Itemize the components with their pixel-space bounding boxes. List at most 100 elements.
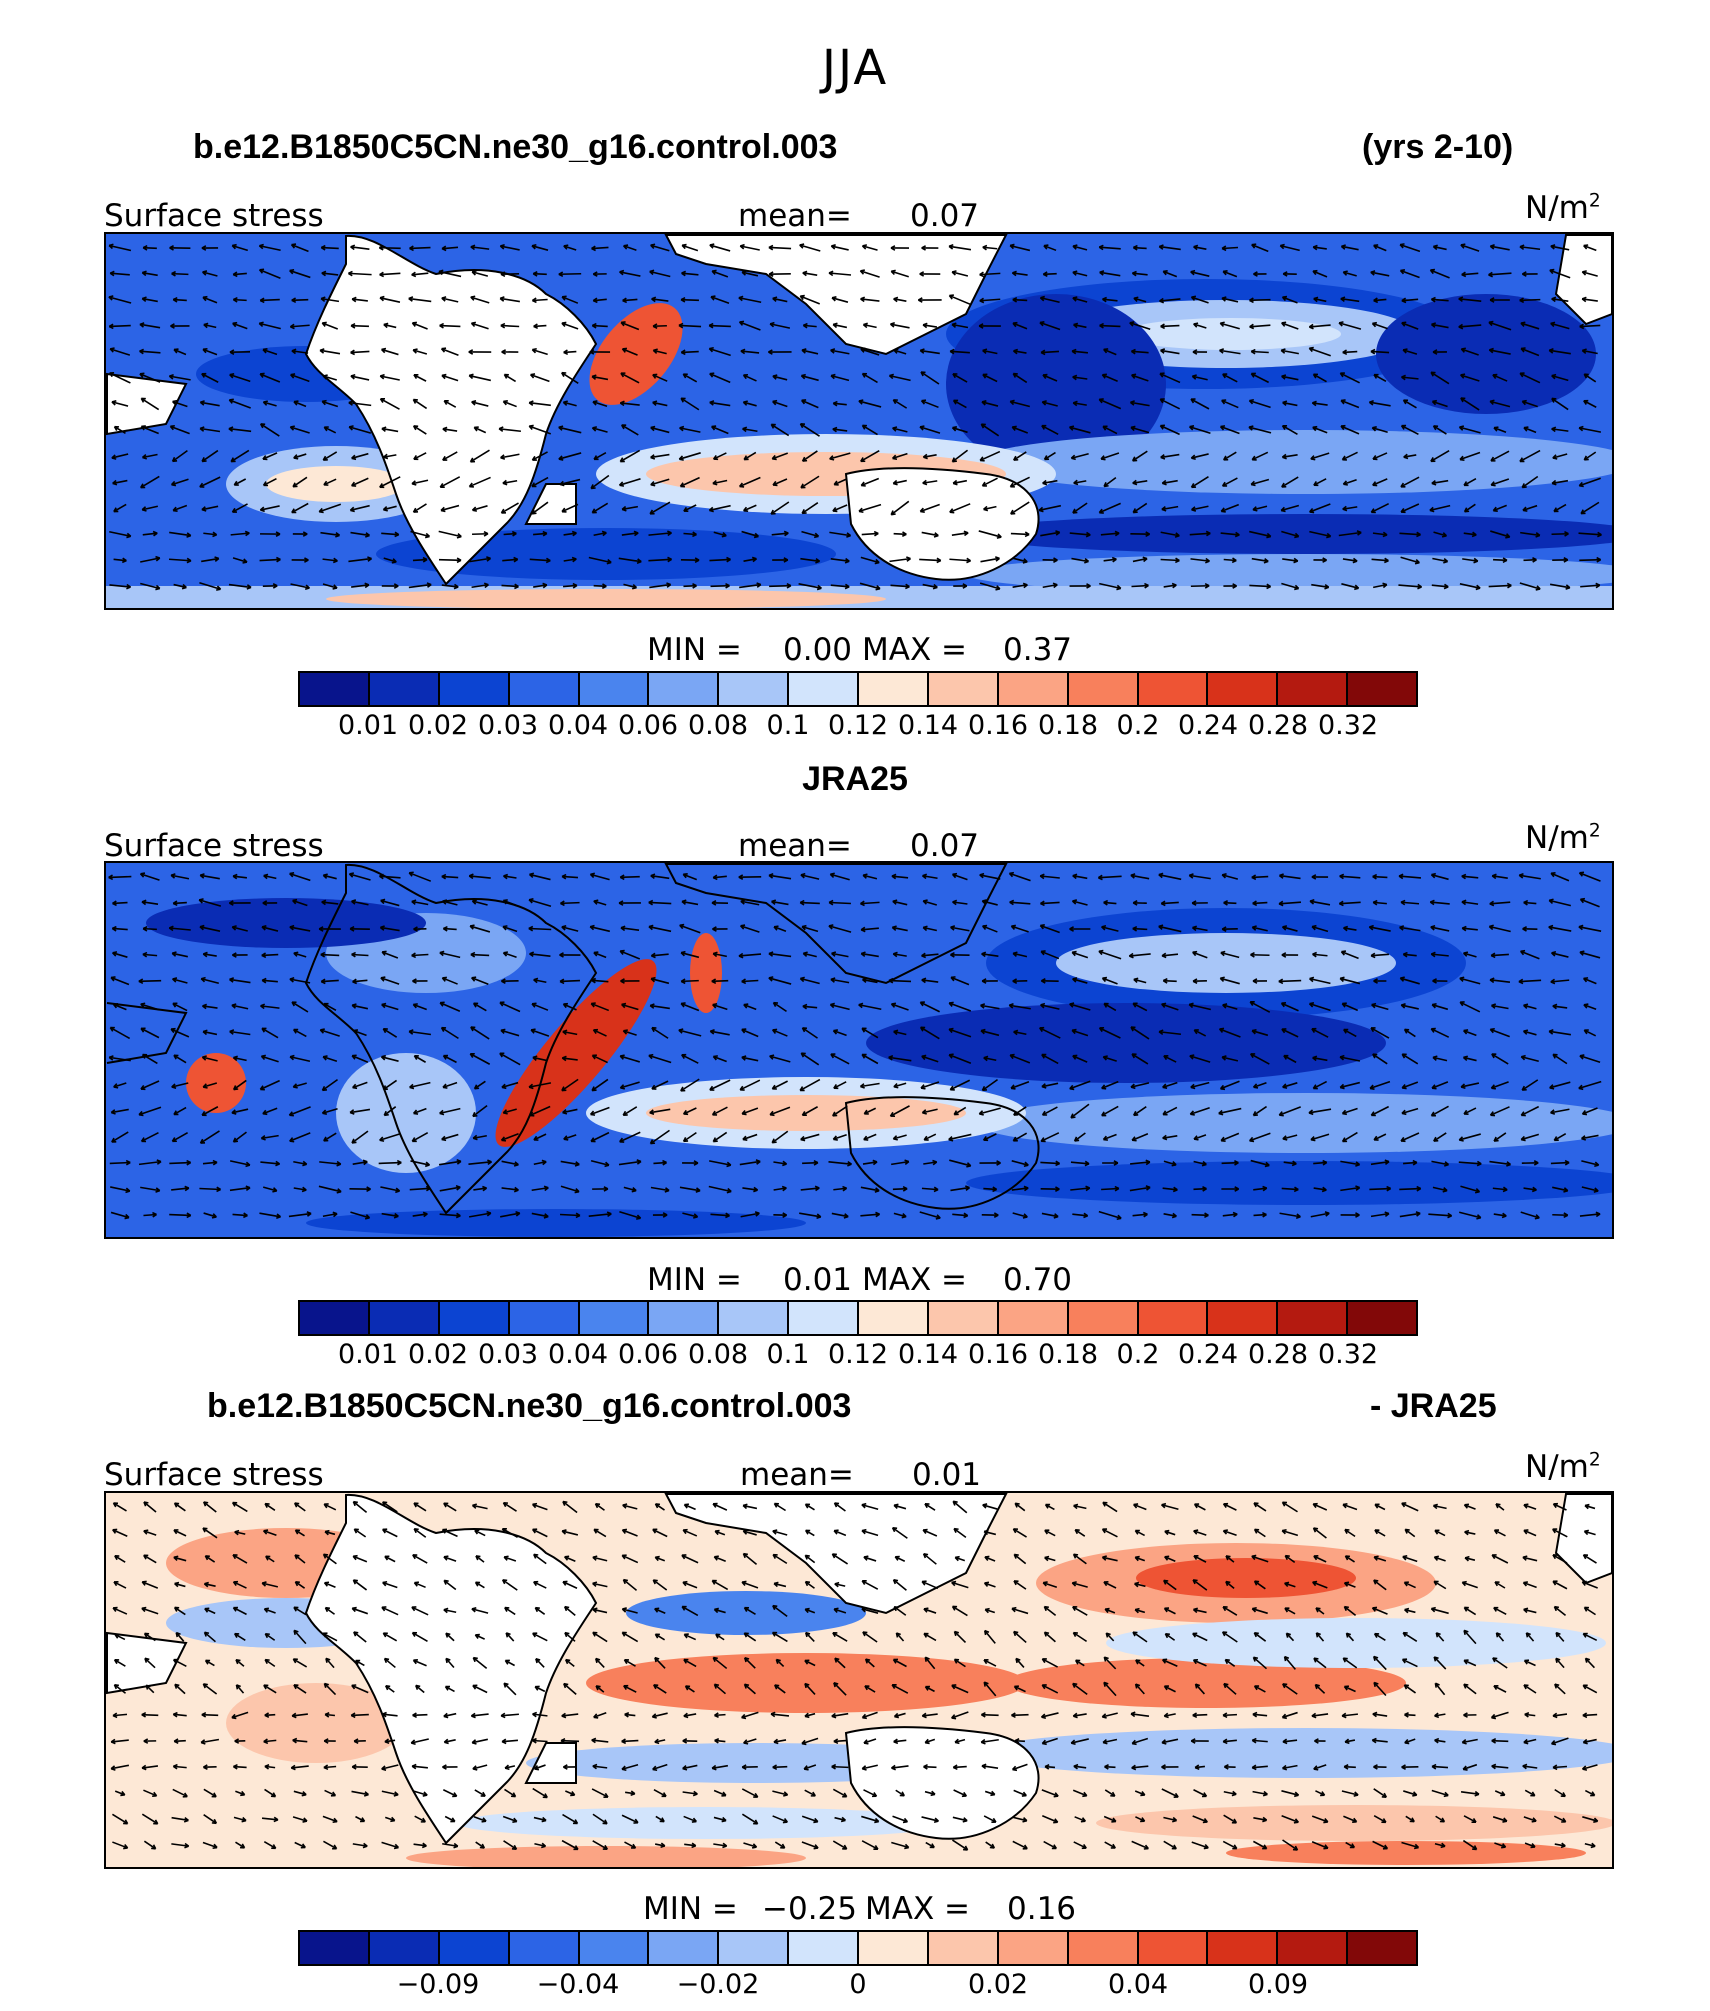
colorbar-box — [928, 1932, 999, 1964]
colorbar-tick-label: 0.1 — [766, 710, 810, 741]
panel3-mean-value: 0.01 — [912, 1457, 982, 1493]
panel1-mean-label: mean= — [738, 198, 852, 234]
panel2-mean-label: mean= — [738, 828, 852, 864]
colorbar-tick-label: 0.08 — [687, 710, 749, 741]
panel1-colorbar — [298, 671, 1418, 707]
colorbar-tick-label: 0.24 — [1177, 710, 1239, 741]
colorbar-tick-label: 0.32 — [1317, 1339, 1379, 1370]
colorbar-tick-label: 0.08 — [687, 1339, 749, 1370]
colorbar-tick-label: 0.16 — [967, 1339, 1029, 1370]
colorbar-box — [1208, 1932, 1279, 1964]
panel1-colorbar-ticks: 0.01 0.02 0.03 0.04 0.06 0.08 0.1 0.12 0.14 0.16 0… — [298, 710, 1418, 744]
colorbar-tick-label: 0.18 — [1037, 1339, 1099, 1370]
colorbar-box — [1348, 1932, 1416, 1964]
colorbar-box — [859, 1932, 929, 1964]
panel1-max-label: MAX = — [862, 632, 968, 668]
season-title: JJA — [821, 40, 889, 96]
panel2-min-value: 0.01 — [783, 1262, 853, 1298]
colorbar-tick-label: 0.03 — [477, 710, 539, 741]
panel2-map — [104, 861, 1614, 1239]
vector-arrows — [108, 243, 1602, 591]
panel1-units: N/m2 — [1525, 190, 1601, 226]
colorbar-tick-label: 0.1 — [766, 1339, 810, 1370]
panel3-colorbar-ticks: −0.09 −0.04 −0.02 0 0.02 0.04 0.09 — [298, 1969, 1418, 2003]
panel1-map — [104, 232, 1614, 610]
colorbar-box — [789, 1932, 859, 1964]
colorbar-box — [789, 1302, 859, 1334]
colorbar-box — [1138, 1932, 1209, 1964]
colorbar-box — [719, 1302, 790, 1334]
panel1-max-value: 0.37 — [1003, 632, 1073, 668]
colorbar-tick-label: 0.18 — [1037, 710, 1099, 741]
colorbar-box — [1278, 673, 1349, 705]
colorbar-tick-label: 0.02 — [407, 710, 469, 741]
panel3-title-left: b.e12.B1850C5CN.ne30_g16.control.003 — [207, 1387, 852, 1425]
panel3-min-label: MIN = — [643, 1891, 738, 1927]
colorbar-box — [1278, 1932, 1349, 1964]
colorbar-tick-label: 0.06 — [617, 710, 679, 741]
colorbar-box — [1278, 1302, 1349, 1334]
colorbar-box — [509, 673, 580, 705]
colorbar-box — [1138, 1302, 1209, 1334]
panel3-max-label: MAX = — [865, 1891, 971, 1927]
panel3-mean-label: mean= — [740, 1457, 854, 1493]
colorbar-tick-label: 0.28 — [1247, 710, 1309, 741]
panel1-min-value: 0.00 — [783, 632, 853, 668]
colorbar-box — [300, 673, 370, 705]
colorbar-box — [439, 673, 510, 705]
colorbar-box — [1348, 1302, 1416, 1334]
panel2-title: JRA25 — [802, 760, 908, 798]
colorbar-tick-label: 0.2 — [1116, 1339, 1160, 1370]
panel1-map-svg — [106, 234, 1612, 608]
vector-arrows — [110, 1500, 1599, 1851]
colorbar-tick-label: 0.28 — [1247, 1339, 1309, 1370]
colorbar-box — [369, 1302, 440, 1334]
panel2-map-svg — [106, 863, 1612, 1237]
colorbar-tick-label: 0.32 — [1317, 710, 1379, 741]
colorbar-box — [300, 1932, 370, 1964]
panel2-max-value: 0.70 — [1003, 1262, 1073, 1298]
colorbar-box — [649, 1932, 720, 1964]
colorbar-tick-label: −0.04 — [536, 1969, 620, 2000]
colorbar-tick-label: 0.04 — [1107, 1969, 1169, 2000]
panel1-title-right: (yrs 2-10) — [1362, 128, 1514, 166]
colorbar-tick-label: 0.04 — [547, 1339, 609, 1370]
panel3-max-value: 0.16 — [1007, 1891, 1077, 1927]
colorbar-tick-label: 0.16 — [967, 710, 1029, 741]
colorbar-box — [859, 673, 929, 705]
colorbar-tick-label: 0.14 — [897, 710, 959, 741]
colorbar-box — [300, 1302, 370, 1334]
colorbar-box — [509, 1932, 580, 1964]
panel3-map-svg — [106, 1493, 1612, 1867]
colorbar-box — [1068, 1302, 1139, 1334]
panel3-min-value: −0.25 — [762, 1891, 857, 1927]
colorbar-box — [998, 1302, 1069, 1334]
colorbar-box — [1348, 673, 1416, 705]
colorbar-tick-label: 0.03 — [477, 1339, 539, 1370]
panel3-title-right: - JRA25 — [1370, 1387, 1497, 1425]
colorbar-tick-label: 0.12 — [827, 1339, 889, 1370]
panel1-mean-value: 0.07 — [910, 198, 980, 234]
colorbar-tick-label: 0.14 — [897, 1339, 959, 1370]
colorbar-tick-label: 0.04 — [547, 710, 609, 741]
colorbar-tick-label: 0.06 — [617, 1339, 679, 1370]
panel1-variable-label: Surface stress — [104, 198, 324, 234]
panel2-min-label: MIN = — [647, 1262, 742, 1298]
colorbar-box — [509, 1302, 580, 1334]
panel3-units: N/m2 — [1525, 1449, 1601, 1485]
panel2-variable-label: Surface stress — [104, 828, 324, 864]
panel2-max-label: MAX = — [862, 1262, 968, 1298]
colorbar-tick-label: 0.01 — [337, 1339, 399, 1370]
colorbar-box — [928, 673, 999, 705]
colorbar-box — [439, 1302, 510, 1334]
colorbar-tick-label: 0.12 — [827, 710, 889, 741]
colorbar-box — [579, 1302, 650, 1334]
panel3-map — [104, 1491, 1614, 1869]
colorbar-tick-label: 0.01 — [337, 710, 399, 741]
colorbar-box — [1068, 673, 1139, 705]
colorbar-box — [998, 673, 1069, 705]
colorbar-box — [928, 1302, 999, 1334]
colorbar-box — [789, 673, 859, 705]
colorbar-tick-label: 0.02 — [967, 1969, 1029, 2000]
colorbar-tick-label: 0.02 — [407, 1339, 469, 1370]
